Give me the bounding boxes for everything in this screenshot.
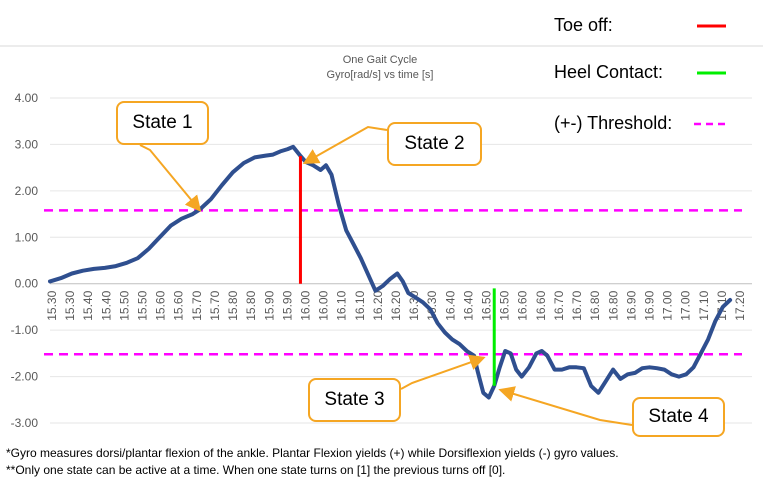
x-tick-label: 15.80: [244, 290, 258, 320]
x-tick-label: 15.30: [63, 290, 77, 320]
x-tick-label: 16.80: [606, 290, 620, 320]
state-2-leader: [302, 125, 388, 164]
x-tick-label: 15.40: [81, 290, 95, 320]
state-1-leader: [139, 144, 202, 212]
x-tick-label: 17.00: [661, 290, 675, 320]
y-tick-label: 4.00: [15, 91, 39, 105]
legend-label-toe-off: Toe off:: [554, 15, 613, 35]
y-tick-label: -1.00: [11, 323, 39, 337]
x-tick-label: 16.90: [624, 290, 638, 320]
x-tick-label: 16.70: [552, 290, 566, 320]
x-tick-label: 16.00: [298, 290, 312, 320]
x-tick-label: 16.50: [480, 290, 494, 320]
x-tick-label: 15.70: [208, 290, 222, 320]
x-tick-label: 15.80: [226, 290, 240, 320]
x-tick-label: 17.10: [697, 290, 711, 320]
x-tick-label: 15.70: [190, 290, 204, 320]
x-tick-label: 16.10: [335, 290, 349, 320]
state-3-leader: [400, 354, 486, 390]
footnote-state: **Only one state can be active at a time…: [6, 463, 506, 477]
y-tick-label: 3.00: [15, 137, 39, 151]
state-3-callout: State 3: [308, 378, 401, 422]
legend-label-threshold: (+-) Threshold:: [554, 113, 673, 133]
y-tick-label: 2.00: [15, 184, 39, 198]
y-tick-label: -3.00: [11, 416, 39, 430]
x-tick-label: 16.80: [588, 290, 602, 320]
x-tick-label: 15.90: [262, 290, 276, 320]
x-tick-label: 15.60: [154, 290, 168, 320]
x-tick-label: 16.40: [461, 290, 475, 320]
x-tick-label: 15.30: [45, 290, 59, 320]
x-tick-label: 16.30: [425, 290, 439, 320]
y-tick-label: 0.00: [15, 277, 39, 291]
x-tick-label: 16.70: [570, 290, 584, 320]
y-tick-label: 1.00: [15, 230, 39, 244]
y-tick-label: -2.00: [11, 370, 39, 384]
x-tick-label: 15.60: [172, 290, 186, 320]
x-tick-label: 16.60: [534, 290, 548, 320]
x-tick-label: 17.20: [733, 290, 747, 320]
x-tick-label: 15.50: [117, 290, 131, 320]
state-4-callout: State 4: [632, 397, 725, 437]
state-4-leader: [498, 386, 633, 426]
chart-subtitle: Gyro[rad/s] vs time [s]: [326, 69, 434, 81]
footnote-gyro: *Gyro measures dorsi/plantar flexion of …: [6, 446, 619, 460]
x-tick-label: 16.00: [317, 290, 331, 320]
chart-title: One Gait Cycle: [342, 54, 418, 66]
x-tick-label: 16.20: [389, 290, 403, 320]
x-tick-label: 15.50: [136, 290, 150, 320]
x-tick-label: 15.40: [99, 290, 113, 320]
x-tick-label: 16.40: [443, 290, 457, 320]
state-2-callout: State 2: [387, 122, 482, 166]
x-tick-label: 16.60: [516, 290, 530, 320]
x-tick-label: 16.90: [642, 290, 656, 320]
x-tick-label: 17.00: [679, 290, 693, 320]
x-tick-label: 16.10: [353, 290, 367, 320]
x-tick-label: 16.50: [498, 290, 512, 320]
legend-label-heel-contact: Heel Contact:: [554, 62, 664, 82]
x-tick-label: 16.20: [371, 290, 385, 320]
state-1-callout: State 1: [116, 101, 209, 145]
gyro-series-line: [48, 144, 733, 400]
x-tick-label: 15.90: [280, 290, 294, 320]
